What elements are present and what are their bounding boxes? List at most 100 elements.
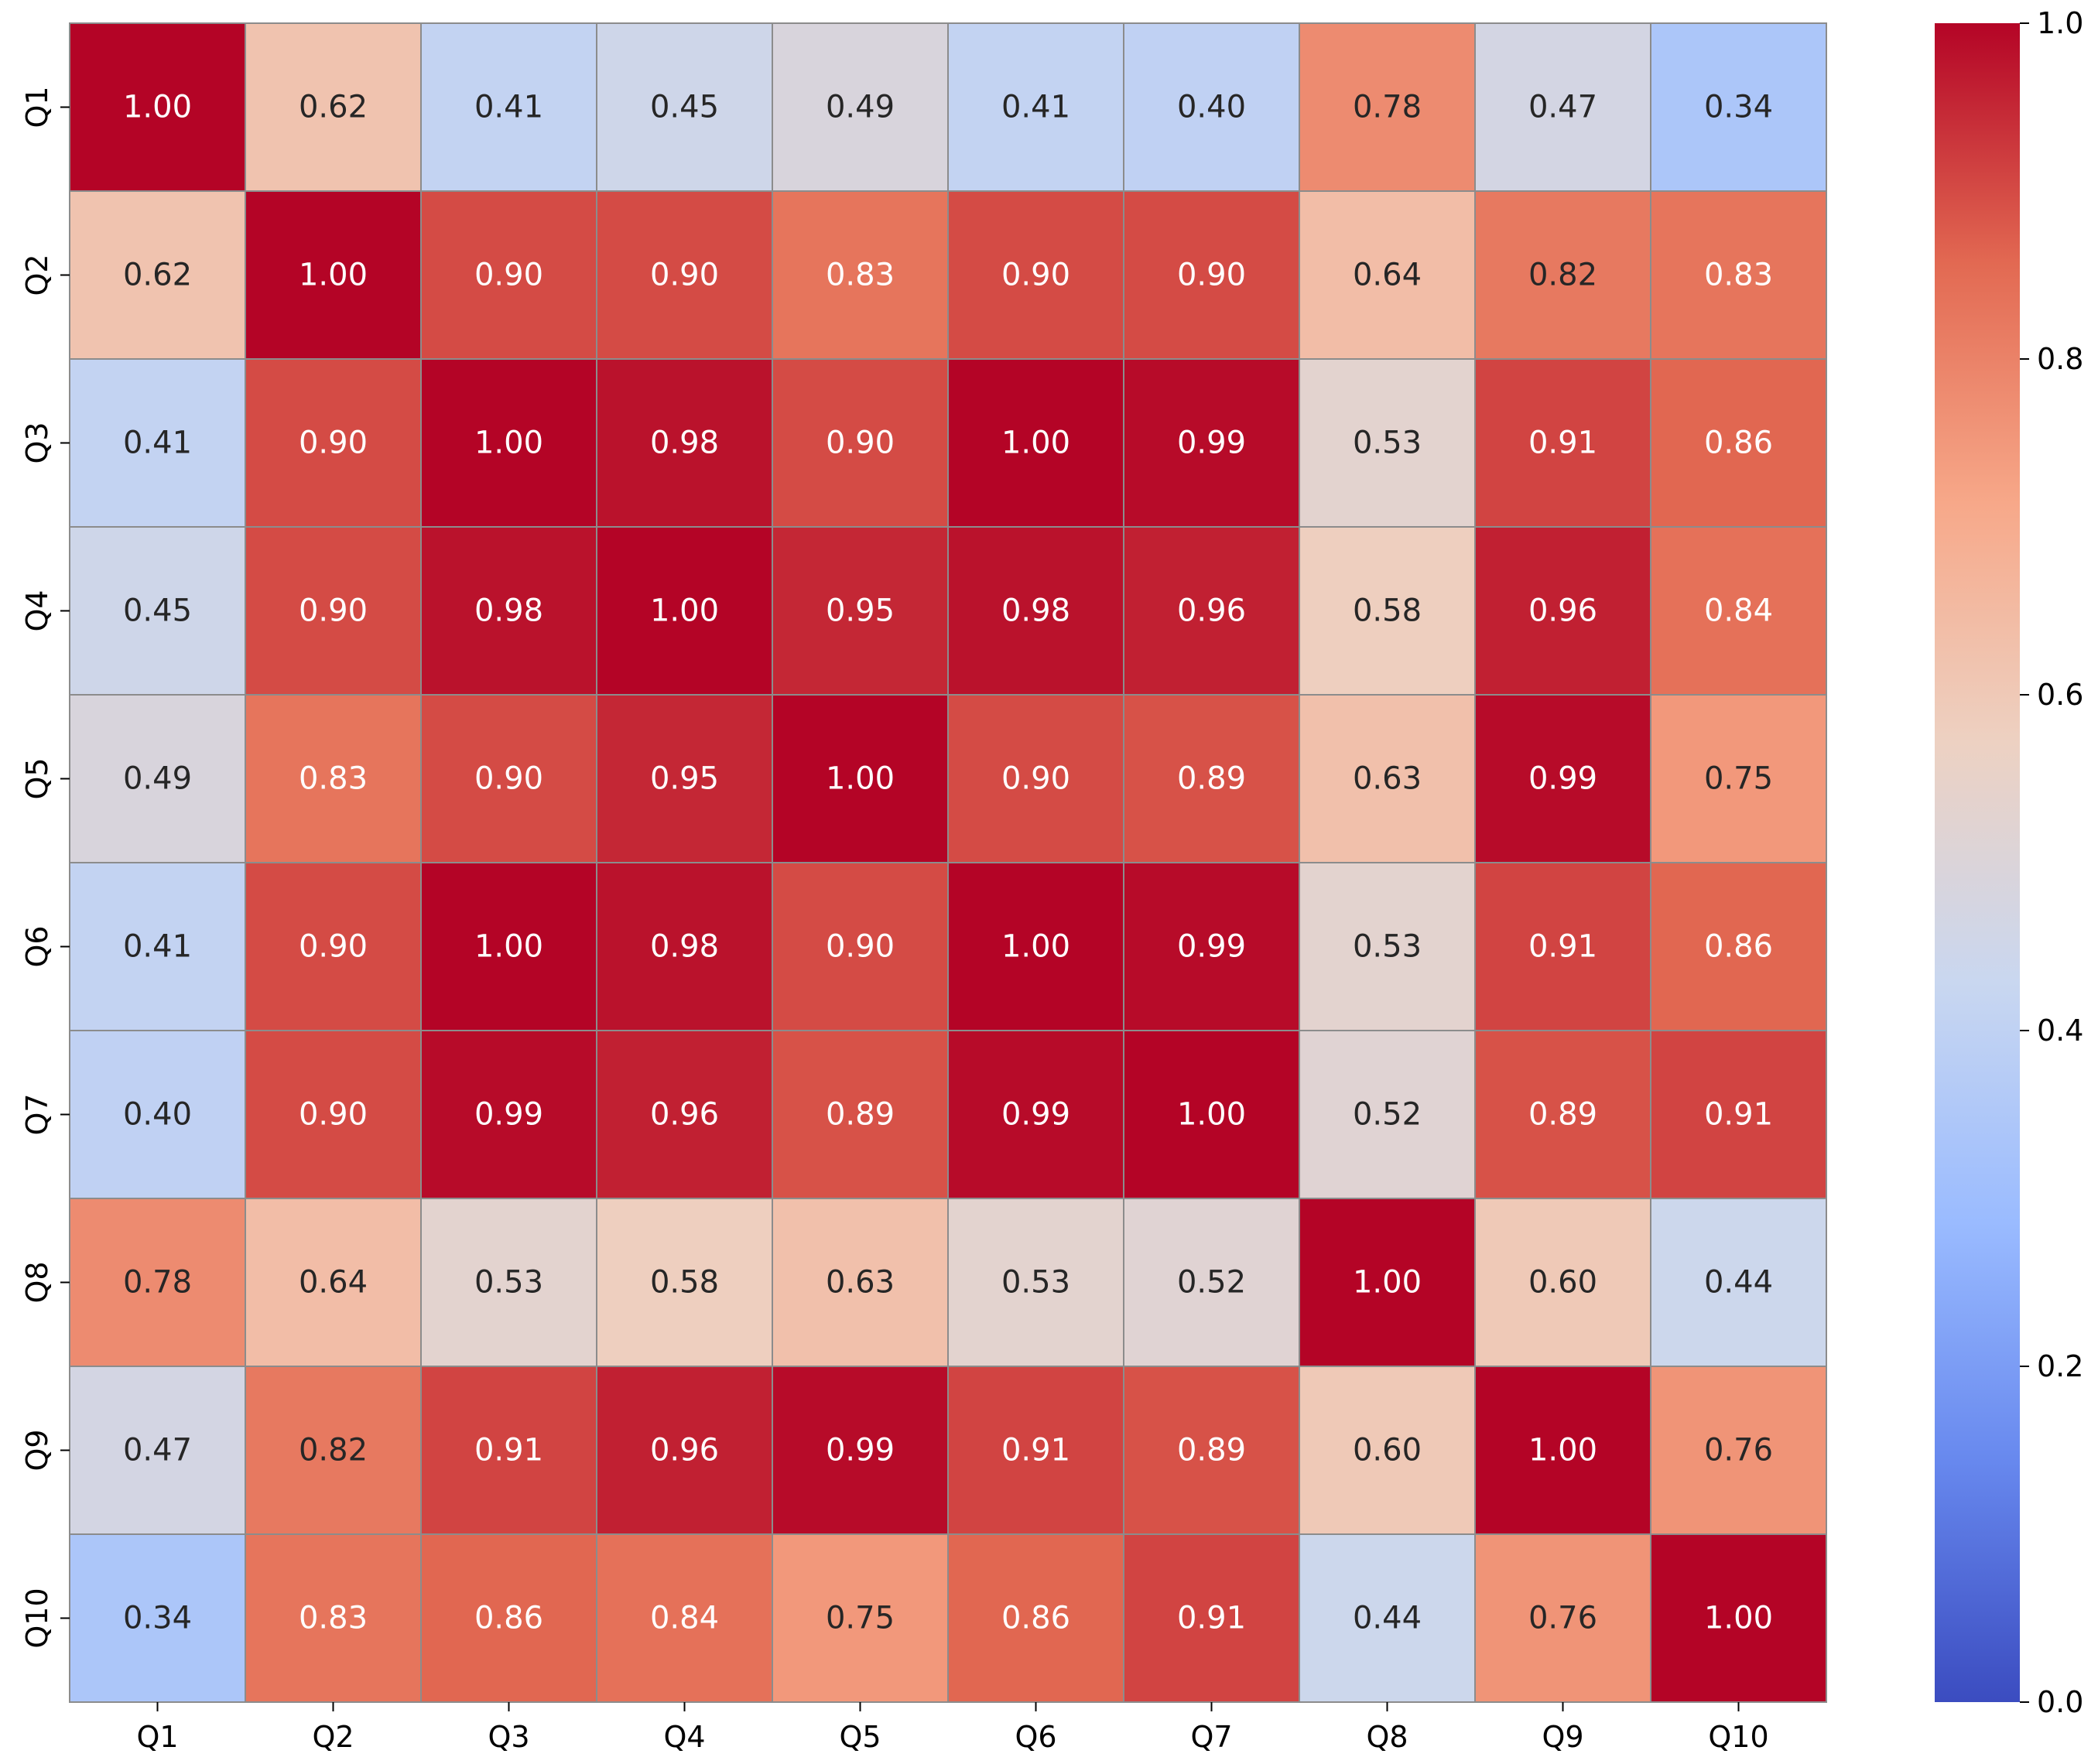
cell-value-label: 0.75 <box>1704 761 1773 797</box>
heatmap-cell-q4-q6 <box>947 526 1124 696</box>
heatmap-cell-q6-q4 <box>596 862 773 1031</box>
cell-value-label: 0.98 <box>650 426 719 461</box>
heatmap-cell-q7-q7 <box>1123 1030 1300 1199</box>
cell-value-label: 0.90 <box>650 258 719 293</box>
heatmap-cell-q3-q3 <box>420 358 597 528</box>
heatmap-cell-q5-q8 <box>1299 694 1476 863</box>
cell-value-label: 0.86 <box>1704 929 1773 965</box>
cell-value-label: 1.00 <box>1528 1433 1597 1468</box>
heatmap-cell-q2-q2 <box>245 190 422 360</box>
heatmap-cell-q4-q7 <box>1123 526 1300 696</box>
x-tick-label: Q10 <box>1708 1720 1768 1754</box>
cell-value-label: 0.96 <box>1528 593 1597 629</box>
heatmap-cell-q2-q9 <box>1474 190 1651 360</box>
heatmap-cell-q8-q7 <box>1123 1198 1300 1367</box>
heatmap-cell-q9-q3 <box>420 1366 597 1535</box>
colorbar-tick-label: 0.2 <box>2037 1349 2083 1383</box>
cell-value-label: 0.99 <box>1177 929 1246 965</box>
cell-value-label: 1.00 <box>123 90 192 125</box>
cell-value-label: 0.98 <box>1001 593 1070 629</box>
cell-value-label: 0.64 <box>299 1265 368 1301</box>
colorbar-tick-label: 0.8 <box>2037 342 2083 376</box>
cell-value-label: 0.90 <box>474 761 543 797</box>
cell-value-label: 0.45 <box>650 90 719 125</box>
heatmap-cell-q5-q9 <box>1474 694 1651 863</box>
cell-value-label: 0.86 <box>474 1601 543 1636</box>
heatmap-cell-q1-q10 <box>1650 22 1827 192</box>
cell-value-label: 0.90 <box>299 593 368 629</box>
cell-value-label: 0.99 <box>474 1097 543 1133</box>
heatmap-cell-q6-q3 <box>420 862 597 1031</box>
cell-value-label: 0.62 <box>123 258 192 293</box>
cell-value-label: 0.95 <box>826 593 895 629</box>
cell-value-label: 0.86 <box>1001 1601 1070 1636</box>
cell-value-label: 0.83 <box>299 1601 368 1636</box>
cell-value-label: 0.90 <box>474 258 543 293</box>
cell-value-label: 1.00 <box>299 258 368 293</box>
cell-value-label: 1.00 <box>1001 929 1070 965</box>
cell-value-label: 0.96 <box>650 1433 719 1468</box>
heatmap-cell-q8-q9 <box>1474 1198 1651 1367</box>
heatmap-cell-q4-q9 <box>1474 526 1651 696</box>
cell-value-label: 0.49 <box>123 761 192 797</box>
heatmap-cell-q5-q7 <box>1123 694 1300 863</box>
cell-value-label: 0.76 <box>1704 1433 1773 1468</box>
heatmap-cell-q10-q2 <box>245 1533 422 1703</box>
heatmap-cell-q5-q5 <box>772 694 949 863</box>
heatmap-cell-q4-q1 <box>69 526 246 696</box>
heatmap-cell-q4-q5 <box>772 526 949 696</box>
heatmap-cell-q1-q2 <box>245 22 422 192</box>
heatmap-cell-q7-q6 <box>947 1030 1124 1199</box>
heatmap-cell-q7-q1 <box>69 1030 246 1199</box>
cell-value-label: 0.83 <box>299 761 368 797</box>
y-tick-label: Q4 <box>20 590 54 631</box>
cell-value-label: 0.90 <box>826 929 895 965</box>
y-tick-label: Q7 <box>20 1093 54 1135</box>
cell-value-label: 1.00 <box>1001 426 1070 461</box>
cell-value-label: 0.90 <box>299 929 368 965</box>
y-tick-label: Q2 <box>20 254 54 296</box>
cell-value-label: 0.86 <box>1704 426 1773 461</box>
y-axis: Q1 Q2 Q3 Q4 Q5 Q6 Q7 Q8 Q9 Q10 <box>20 86 70 1649</box>
cell-value-label: 0.91 <box>474 1433 543 1468</box>
cell-value-label: 0.91 <box>1704 1097 1773 1133</box>
heatmap-cell-q3-q8 <box>1299 358 1476 528</box>
cell-value-label: 0.84 <box>650 1601 719 1636</box>
heatmap-cell-q1-q4 <box>596 22 773 192</box>
cell-value-label: 0.44 <box>1353 1601 1422 1636</box>
cell-value-label: 0.90 <box>299 1097 368 1133</box>
cell-value-label: 1.00 <box>474 929 543 965</box>
colorbar-gradient <box>1935 23 2020 1702</box>
x-tick-label: Q6 <box>1015 1720 1056 1754</box>
heatmap-cell-q5-q6 <box>947 694 1124 863</box>
x-tick-label: Q4 <box>663 1720 705 1754</box>
heatmap-cell-q7-q8 <box>1299 1030 1476 1199</box>
heatmap-cell-q9-q1 <box>69 1366 246 1535</box>
cell-value-label: 0.75 <box>826 1601 895 1636</box>
heatmap-cell-q10-q6 <box>947 1533 1124 1703</box>
cell-value-label: 0.91 <box>1528 929 1597 965</box>
colorbar-tick-label: 0.0 <box>2037 1685 2083 1719</box>
cell-value-label: 0.53 <box>1353 929 1422 965</box>
cell-value-label: 0.90 <box>1001 761 1070 797</box>
cell-value-label: 0.83 <box>1704 258 1773 293</box>
heatmap-cell-q6-q1 <box>69 862 246 1031</box>
cell-value-label: 0.99 <box>1001 1097 1070 1133</box>
cell-value-label: 0.60 <box>1528 1265 1597 1301</box>
heatmap-cell-q10-q5 <box>772 1533 949 1703</box>
heatmap-cell-q7-q10 <box>1650 1030 1827 1199</box>
y-tick-label: Q3 <box>20 422 54 463</box>
heatmap-cell-q3-q10 <box>1650 358 1827 528</box>
cell-value-label: 0.34 <box>123 1601 192 1636</box>
cell-value-label: 0.78 <box>123 1265 192 1301</box>
cell-value-label: 0.89 <box>826 1097 895 1133</box>
heatmap-cell-q5-q3 <box>420 694 597 863</box>
heatmap-cell-q8-q4 <box>596 1198 773 1367</box>
cell-value-label: 0.47 <box>1528 90 1597 125</box>
heatmap-cell-q1-q8 <box>1299 22 1476 192</box>
heatmap-cell-q1-q5 <box>772 22 949 192</box>
cell-value-label: 0.89 <box>1528 1097 1597 1133</box>
heatmap-cell-q8-q3 <box>420 1198 597 1367</box>
cell-value-label: 0.82 <box>1528 258 1597 293</box>
cell-value-label: 0.49 <box>826 90 895 125</box>
